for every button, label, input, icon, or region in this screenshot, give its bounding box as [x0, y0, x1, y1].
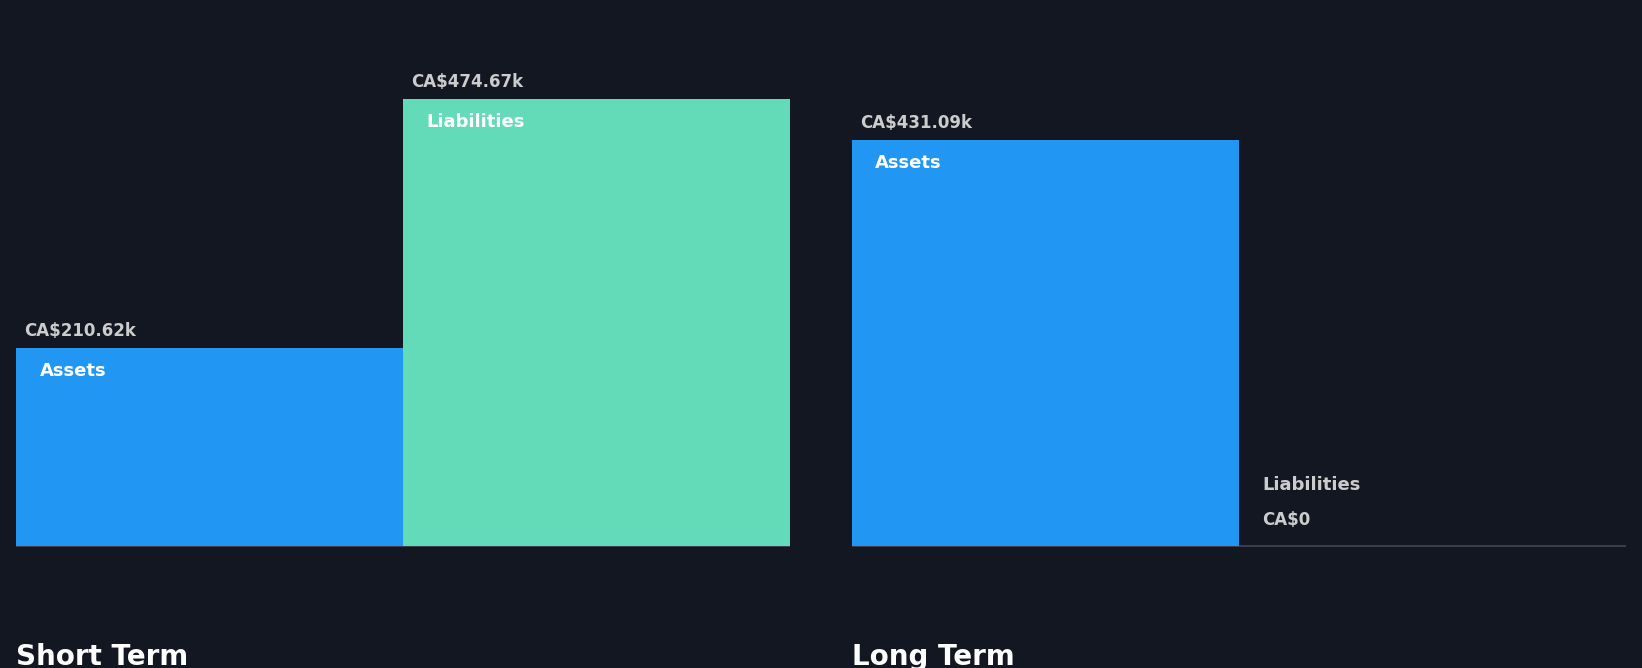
- Text: CA$0: CA$0: [1263, 511, 1310, 529]
- Bar: [16, 348, 404, 546]
- Text: Liabilities: Liabilities: [427, 113, 525, 131]
- Text: Long Term: Long Term: [852, 643, 1015, 668]
- Text: Short Term: Short Term: [16, 643, 189, 668]
- Text: Assets: Assets: [875, 154, 943, 172]
- Text: Assets: Assets: [39, 362, 107, 380]
- Bar: [852, 140, 1238, 546]
- Text: Liabilities: Liabilities: [1263, 476, 1360, 494]
- Text: CA$431.09k: CA$431.09k: [860, 114, 972, 132]
- Text: CA$210.62k: CA$210.62k: [25, 322, 136, 340]
- Text: CA$474.67k: CA$474.67k: [410, 73, 524, 92]
- Bar: [404, 99, 790, 546]
